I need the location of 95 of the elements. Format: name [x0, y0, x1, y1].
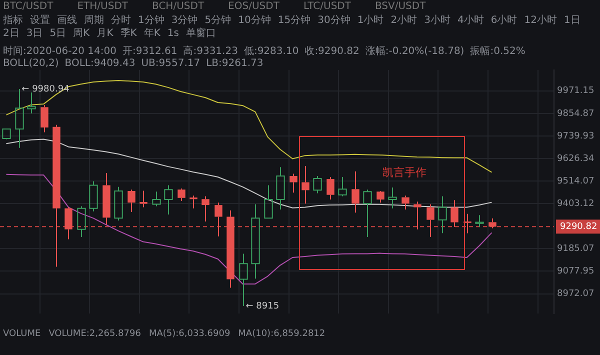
y-tick-label: 9854.87	[557, 108, 594, 119]
candlestick	[40, 104, 48, 133]
candlestick	[438, 196, 447, 234]
text: 周K	[73, 28, 90, 40]
text: 季K	[120, 28, 137, 40]
text: BTC/USDT	[3, 1, 54, 13]
candlestick	[152, 191, 161, 207]
candlestick	[264, 184, 273, 219]
annotation: 凯言手作	[382, 166, 426, 180]
candlestick	[251, 204, 260, 280]
text: 30分钟	[318, 15, 350, 27]
candlestick	[190, 195, 198, 209]
text: 5分钟	[204, 15, 232, 27]
text: 开:9312.61	[122, 46, 178, 58]
text: 分时	[111, 15, 131, 27]
y-tick-label: 9185.07	[557, 244, 594, 254]
candlestick	[402, 195, 410, 210]
text: 6小时	[490, 15, 518, 27]
text: 设置	[30, 15, 50, 27]
text: EOS/USDT	[228, 1, 280, 13]
text: 3小时	[424, 15, 450, 27]
candlestick	[77, 206, 86, 238]
candlestick	[388, 187, 397, 209]
text: LB:9261.73	[206, 58, 264, 70]
annotation: ← 8915	[246, 301, 280, 312]
candlestick	[302, 165, 310, 204]
text: 1小时	[357, 15, 384, 27]
text: 指标	[3, 15, 23, 27]
text: 3分钟	[171, 15, 198, 27]
text: 5日	[50, 28, 66, 40]
candlestick	[15, 88, 24, 148]
text: BOLL(20,2)	[3, 58, 59, 70]
candlestick	[464, 213, 472, 234]
text: 周期	[84, 15, 104, 27]
text: BCH/USDT	[152, 1, 204, 13]
y-tick-label: 9514.07	[557, 176, 594, 186]
candlestick	[128, 189, 136, 213]
candlestick	[276, 166, 285, 210]
text: MA(10):6,859.2812	[238, 328, 326, 340]
text: 单窗口	[186, 28, 216, 40]
candlestick	[178, 188, 186, 202]
text: 高:9331.23	[183, 46, 238, 58]
text: 2日	[3, 28, 20, 40]
text: 10分钟	[238, 15, 271, 27]
text: MA(5):6,033.6909	[148, 328, 230, 340]
candlestick	[226, 210, 234, 288]
candlestick	[140, 190, 148, 208]
text: 时间:2020-06-20 14:00	[3, 46, 116, 58]
text: VOLUME	[3, 328, 41, 340]
text: UB:9557.17	[141, 58, 200, 70]
candlestick	[202, 196, 210, 222]
text: ETH/USDT	[77, 1, 128, 13]
ref-line-label: 9290.82	[560, 222, 598, 232]
text: 1s	[167, 28, 179, 40]
text: 月K	[96, 28, 114, 40]
candlestick	[363, 189, 372, 238]
text: BSV/USDT	[374, 1, 426, 13]
text: 1日	[564, 15, 580, 27]
text: 1分钟	[138, 15, 164, 27]
text: 涨幅:-0.20%(-18.78)	[365, 46, 464, 58]
text: 2小时	[390, 15, 418, 27]
text: 3日	[26, 28, 43, 40]
candlestick	[338, 176, 347, 197]
candlestick	[352, 170, 360, 214]
candlestick	[414, 201, 422, 230]
candlestick	[326, 176, 334, 200]
y-tick-label: 8972.07	[557, 289, 594, 300]
y-tick-label: 9626.34	[557, 154, 594, 164]
candlestick	[488, 218, 496, 229]
text: 年K	[144, 28, 160, 40]
y-tick-label: 9739.93	[557, 131, 594, 142]
y-tick-label: 9403.12	[557, 198, 594, 209]
candlestick	[475, 214, 484, 228]
candlestick	[426, 204, 434, 238]
candlestick	[164, 184, 173, 215]
text: 收:9290.82	[304, 46, 360, 58]
candlestick	[450, 200, 458, 228]
candlestick	[52, 124, 60, 268]
y-tick-label: 9971.15	[557, 86, 594, 96]
text: 15分钟	[278, 15, 311, 27]
candlestick	[214, 202, 222, 237]
candlestick	[239, 253, 248, 307]
text: LTC/USDT	[303, 1, 351, 13]
text: BOLL:9409.43	[64, 58, 136, 70]
y-tick-label: 9077.95	[557, 266, 594, 277]
text: 4小时	[457, 15, 484, 27]
text: 振幅:0.52%	[470, 46, 526, 58]
candlestick	[64, 206, 72, 240]
text: VOLUME:2,265.8796	[48, 328, 141, 340]
text: 12小时	[524, 15, 557, 27]
candlestick	[290, 173, 298, 194]
text: 低:9283.10	[244, 46, 299, 58]
text: 画线	[57, 15, 77, 27]
candlestick	[102, 172, 110, 226]
candlestick	[27, 92, 36, 114]
